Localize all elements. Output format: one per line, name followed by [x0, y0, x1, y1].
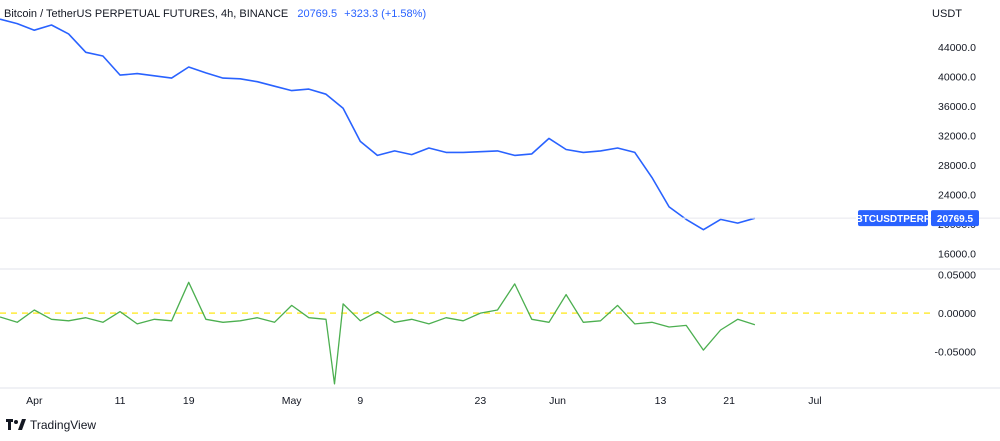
price-tag-box	[931, 210, 979, 227]
price-panel	[0, 18, 1000, 231]
price-axis-tick-label: 24000.0	[938, 189, 976, 201]
brand-name: TradingView	[30, 418, 97, 432]
symbol-title[interactable]: Bitcoin / TetherUS PERPETUAL FUTURES, 4h…	[4, 8, 289, 20]
symbol-tag-box	[858, 210, 928, 227]
symbol-tag-label: BTCUSDTPERP	[855, 214, 930, 225]
last-price-tag: BTCUSDTPERP 20769.5	[855, 210, 979, 227]
tradingview-brand[interactable]: TradingView	[6, 418, 96, 432]
price-axis-tick-label: 44000.0	[938, 42, 976, 54]
time-axis-tick-label: Jul	[808, 395, 821, 407]
indicator-axis-tick-label: -0.05000	[935, 347, 977, 359]
last-price: 20769.5	[297, 8, 338, 20]
indicator-axis: -0.05000 0.00000 0.05000	[935, 270, 977, 359]
price-axis-tick-label: 36000.0	[938, 101, 976, 113]
time-axis-tick-label: Jun	[549, 395, 566, 407]
time-axis-tick-label: May	[282, 395, 303, 407]
time-axis-tick-label: 19	[183, 395, 195, 407]
tradingview-logo-icon	[6, 419, 26, 430]
indicator-series-line	[0, 281, 756, 385]
time-axis-tick-label: 23	[475, 395, 487, 407]
price-axis: 16000.020000.024000.028000.032000.036000…	[938, 42, 976, 260]
time-axis-tick-label: 11	[115, 395, 126, 407]
indicator-axis-tick-label: 0.00000	[938, 308, 976, 320]
price-change: +323.3 (+1.58%)	[344, 8, 427, 20]
price-axis-tick-label: 28000.0	[938, 160, 976, 172]
price-axis-tick-label: 32000.0	[938, 130, 976, 142]
time-axis-tick-label: 13	[655, 395, 667, 407]
price-tag-value: 20769.5	[937, 214, 974, 225]
indicator-panel	[0, 281, 935, 385]
time-axis-tick-label: 21	[723, 395, 735, 407]
time-axis-tick-label: Apr	[26, 395, 43, 407]
time-axis-tick-label: 9	[357, 395, 363, 407]
price-series-line	[0, 18, 756, 231]
time-axis: Apr 11 19 May 9 23 Jun 13 21 Jul	[26, 395, 821, 407]
price-axis-tick-label: 16000.0	[938, 248, 976, 260]
price-axis-tick-label: 40000.0	[938, 72, 976, 84]
chart-header: Bitcoin / TetherUS PERPETUAL FUTURES, 4h…	[4, 8, 426, 20]
indicator-axis-tick-label: 0.05000	[938, 270, 976, 282]
currency-unit-label: USDT	[932, 8, 962, 20]
